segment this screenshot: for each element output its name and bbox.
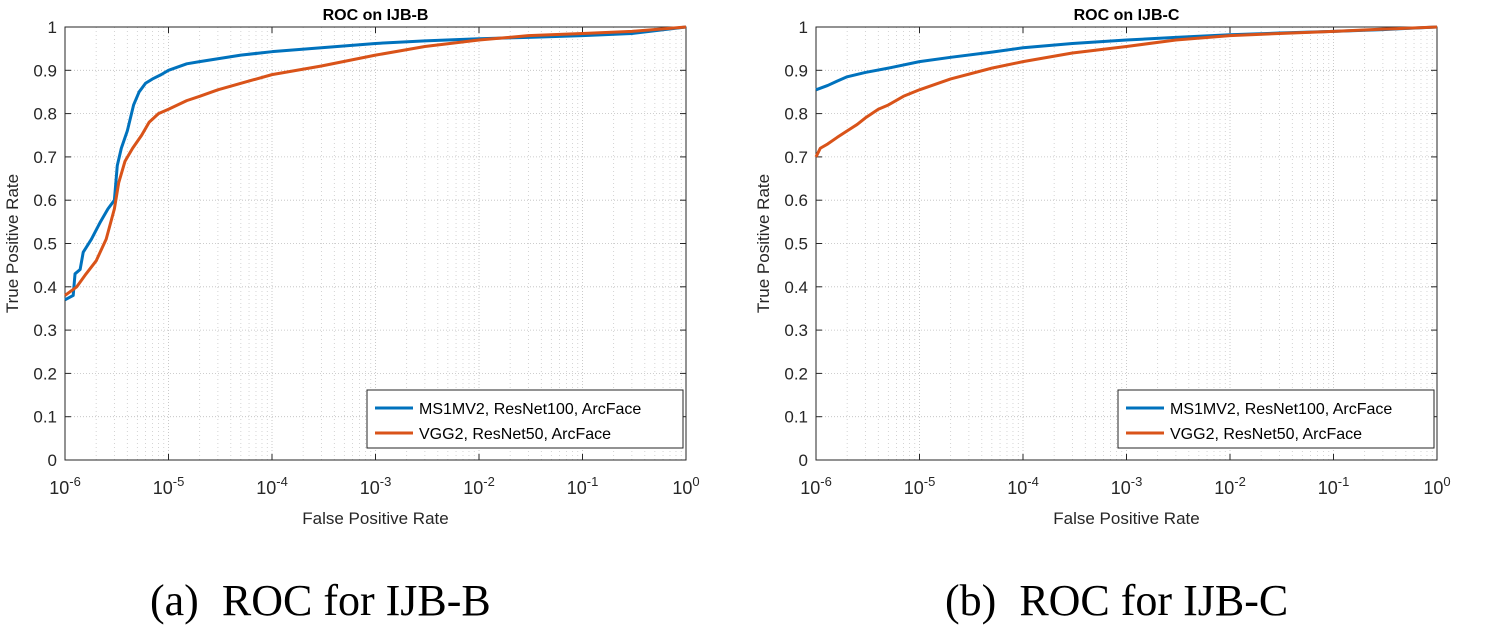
- y-axis-label: True Positive Rate: [3, 174, 22, 313]
- x-tick-label: 10-1: [1318, 474, 1350, 498]
- caption-a-text: ROC for IJB-B: [221, 576, 491, 625]
- x-tick-label: 10-2: [1214, 474, 1246, 498]
- caption-b-text: ROC for IJB-C: [1019, 576, 1289, 625]
- caption-a-label: (a): [150, 576, 199, 625]
- caption-b: (b) ROC for IJB-C: [945, 575, 1288, 626]
- legend-box: [366, 389, 684, 449]
- x-tick-label: 10-4: [256, 474, 288, 498]
- y-tick-label: 0.2: [33, 364, 57, 383]
- y-tick-label: 0.7: [33, 148, 57, 167]
- x-tick-label: 10-6: [800, 474, 832, 498]
- x-tick-label: 10-2: [463, 474, 495, 498]
- series-line-1: [64, 25, 687, 297]
- grid: [815, 26, 1438, 461]
- y-tick-label: 0.9: [784, 61, 808, 80]
- y-tick-label: 0.6: [784, 191, 808, 210]
- caption-b-label: (b): [945, 576, 997, 625]
- y-tick-label: 0.1: [33, 408, 57, 427]
- y-axis-label: True Positive Rate: [754, 174, 773, 313]
- x-axis-label: False Positive Rate: [1053, 509, 1199, 528]
- legend-label-0: MS1MV2, ResNet100, ArcFace: [419, 401, 641, 418]
- x-tick-label: 10-5: [153, 474, 185, 498]
- y-tick-label: 0.4: [33, 278, 57, 297]
- legend-label-0: MS1MV2, ResNet100, ArcFace: [1170, 401, 1392, 418]
- y-tick-label: 0.8: [784, 105, 808, 124]
- y-tick-label: 1: [48, 18, 57, 37]
- chart-title: ROC on IJB-B: [323, 7, 429, 24]
- y-tick-label: 0.9: [33, 61, 57, 80]
- y-tick-label: 0.6: [33, 191, 57, 210]
- x-tick-label: 100: [1423, 474, 1450, 498]
- y-tick-label: 0: [799, 451, 808, 470]
- x-tick-label: 10-3: [360, 474, 392, 498]
- y-tick-label: 0.2: [784, 364, 808, 383]
- caption-a: (a) ROC for IJB-B: [150, 575, 491, 626]
- y-tick-label: 0: [48, 451, 57, 470]
- y-tick-label: 1: [799, 18, 808, 37]
- series-line-1: [814, 25, 1438, 158]
- legend: MS1MV2, ResNet100, ArcFace VGG2, ResNet50…: [366, 389, 684, 449]
- x-tick-label: 10-3: [1111, 474, 1143, 498]
- series-line-0: [64, 25, 687, 302]
- x-tick-label: 10-6: [49, 474, 81, 498]
- y-tick-label: 0.5: [33, 235, 57, 254]
- x-tick-label: 10-5: [904, 474, 936, 498]
- y-tick-label: 0.3: [784, 321, 808, 340]
- x-tick-label: 10-1: [567, 474, 599, 498]
- legend-label-1: VGG2, ResNet50, ArcFace: [419, 426, 611, 443]
- x-tick-label: 100: [672, 474, 699, 498]
- y-tick-label: 0.1: [784, 408, 808, 427]
- y-tick-label: 0.3: [33, 321, 57, 340]
- roc-chart-ijb-c: 0 0.1 0.2 0.3 0.4 0.5 0.6 0.7 0.8 0.9 1 10-6 10-5 10-…: [754, 7, 1451, 528]
- legend-label-1: VGG2, ResNet50, ArcFace: [1170, 426, 1362, 443]
- y-tick-label: 0.7: [784, 148, 808, 167]
- y-tick-label: 0.5: [784, 235, 808, 254]
- y-tick-label: 0.4: [784, 278, 808, 297]
- legend: MS1MV2, ResNet100, ArcFace VGG2, ResNet50…: [1117, 389, 1435, 449]
- legend-box: [1117, 389, 1435, 449]
- y-tick-label: 0.8: [33, 105, 57, 124]
- roc-chart-ijb-b: 0 0.1 0.2 0.3 0.4 0.5 0.6 0.7 0.8 0.9 1 10-6 10-5 10-…: [3, 7, 700, 528]
- x-axis-label: False Positive Rate: [302, 509, 448, 528]
- x-tick-label: 10-4: [1007, 474, 1039, 498]
- chart-title: ROC on IJB-C: [1074, 7, 1180, 24]
- grid: [64, 26, 687, 461]
